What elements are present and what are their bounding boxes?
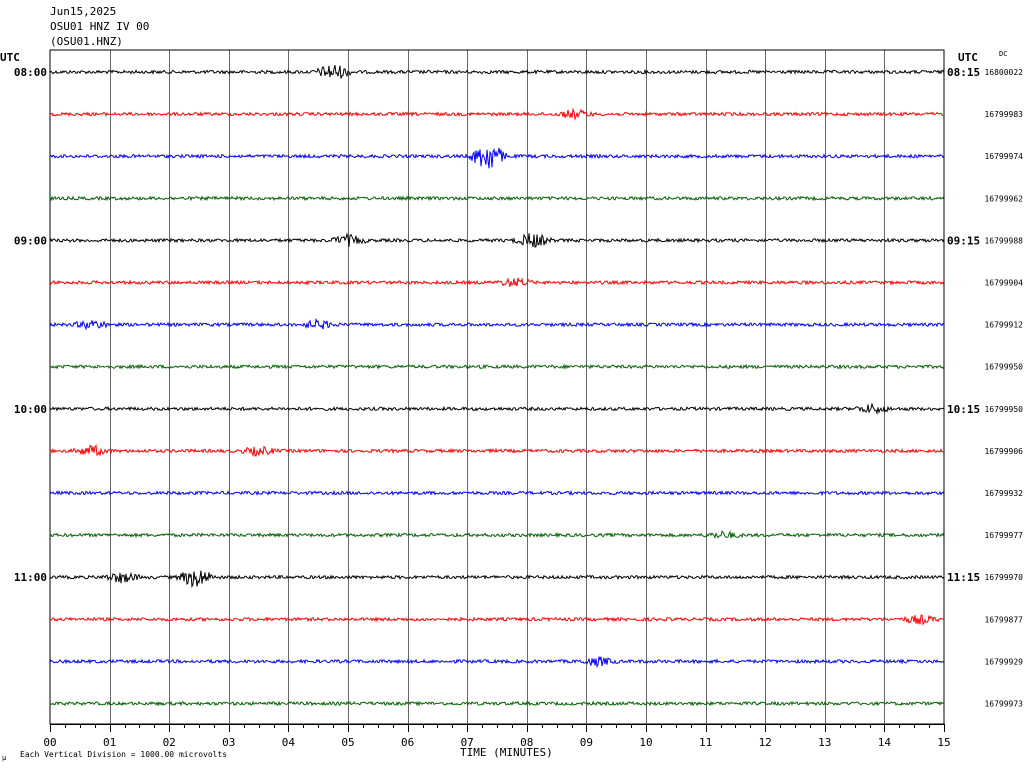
trace-time-right: 08:15 <box>947 66 980 79</box>
trace-dc-value: 16799904 <box>984 279 1023 288</box>
seismic-trace <box>49 489 945 497</box>
corner-mark: µ <box>2 754 7 762</box>
trace-dc-value: 16799906 <box>984 447 1023 456</box>
trace-time-right: 09:15 <box>947 234 980 247</box>
seismic-trace <box>49 570 945 589</box>
seismic-trace <box>49 277 945 287</box>
seismic-trace <box>49 700 945 707</box>
trace-dc-value: 16799988 <box>984 236 1023 245</box>
x-tick-label: 05 <box>341 736 354 749</box>
x-tick-label: 03 <box>222 736 235 749</box>
x-tick-label: 11 <box>699 736 712 749</box>
x-tick-label: 12 <box>759 736 772 749</box>
scale-note: Each Vertical Division = 1000.00 microvo… <box>20 750 227 759</box>
x-tick-label: 07 <box>461 736 474 749</box>
trace-dc-value: 16799974 <box>984 152 1023 161</box>
trace-time-right: 11:15 <box>947 571 980 584</box>
x-tick-label: 10 <box>639 736 652 749</box>
seismic-trace <box>49 530 945 539</box>
plot-frame <box>49 49 945 725</box>
seismic-trace <box>49 614 945 626</box>
seismic-trace <box>49 656 945 668</box>
station-date: Jun15,2025 <box>50 5 117 18</box>
x-tick-label: 02 <box>163 736 176 749</box>
seismic-trace <box>49 195 945 202</box>
trace-dc-value: 16799973 <box>984 700 1023 709</box>
x-tick-label: 04 <box>282 736 296 749</box>
x-axis-title: TIME (MINUTES) <box>460 746 553 759</box>
dc-label: DC <box>999 50 1007 58</box>
trace-dc-value: 16799877 <box>984 615 1023 624</box>
trace-time-left: 09:00 <box>14 234 47 247</box>
seismic-trace <box>49 107 944 121</box>
x-tick-label: 15 <box>937 736 950 749</box>
trace-time-left: 11:00 <box>14 571 47 584</box>
x-tick-label: 09 <box>580 736 593 749</box>
x-tick-label: 00 <box>43 736 56 749</box>
x-axis: 00 01 02 03 04 05 06 07 08 09 10 11 12 13 14 15 <box>43 724 951 749</box>
trace-dc-value: 16799962 <box>984 194 1023 203</box>
trace-dc-value: 16799950 <box>984 405 1023 414</box>
x-tick-label: 13 <box>818 736 831 749</box>
trace-dc-value: 16799950 <box>984 363 1023 372</box>
seismic-trace <box>49 317 945 331</box>
trace-time-left: 08:00 <box>14 66 47 79</box>
trace-time-right: 10:15 <box>947 403 980 416</box>
trace-labels: 08:00 08:15 16800022 16799983 16799974 167999… <box>14 66 1023 709</box>
right-utc-label: UTC <box>958 51 978 64</box>
x-tick-label: 08 <box>520 736 533 749</box>
trace-dc-value: 16799912 <box>984 321 1023 330</box>
plot-grid <box>49 49 945 725</box>
station-channel-label: OSU01 HNZ IV 00 <box>50 20 150 33</box>
trace-dc-value: 16799932 <box>984 489 1023 498</box>
seismic-trace <box>49 232 945 248</box>
left-utc-label: UTC <box>0 51 20 64</box>
seismic-trace <box>49 65 945 79</box>
station-code-label: (OSU01.HNZ) <box>50 35 123 48</box>
x-tick-label: 01 <box>103 736 116 749</box>
trace-group <box>49 65 945 707</box>
trace-dc-value: 16799983 <box>984 110 1023 119</box>
trace-time-left: 10:00 <box>14 403 47 416</box>
seismic-trace <box>49 363 945 370</box>
seismic-trace <box>50 443 945 458</box>
seismic-trace <box>49 402 945 415</box>
trace-dc-value: 16799977 <box>984 531 1023 540</box>
trace-dc-value: 16799970 <box>984 573 1023 582</box>
seismic-trace <box>49 147 945 169</box>
trace-dc-value: 16799929 <box>984 657 1023 666</box>
x-tick-label: 06 <box>401 736 414 749</box>
x-tick-label: 14 <box>878 736 892 749</box>
trace-dc-value: 16800022 <box>984 68 1023 77</box>
